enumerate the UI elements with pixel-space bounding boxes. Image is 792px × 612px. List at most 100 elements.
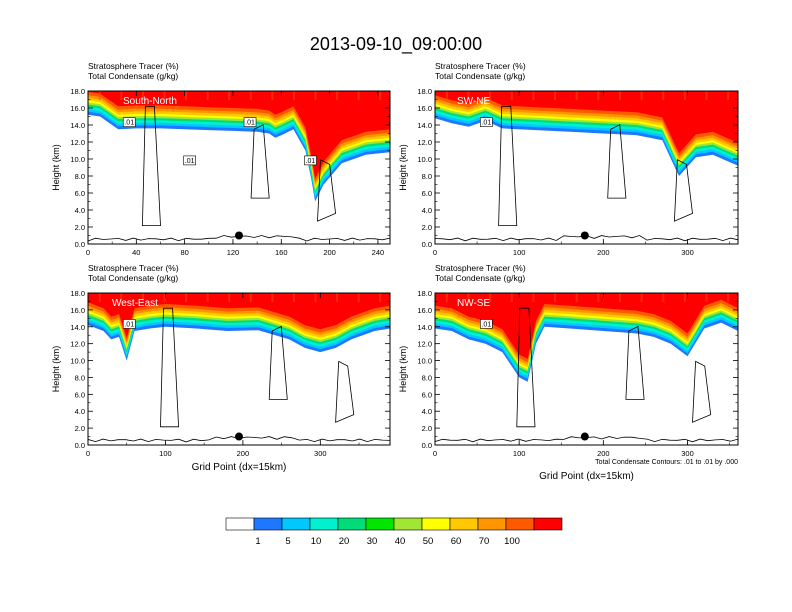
x-axis-label: Grid Point (dx=15km) — [539, 471, 634, 482]
colorbar-label: 20 — [339, 536, 350, 547]
y-tick-label: 4.0 — [75, 407, 85, 416]
contour-label: .01 — [245, 120, 255, 127]
x-tick-label: 240 — [372, 248, 385, 257]
contour-label: .01 — [185, 158, 195, 165]
left-string: Stratosphere Tracer (%) — [435, 263, 526, 273]
colorbar-box — [365, 517, 395, 531]
tracer-streak — [228, 91, 231, 101]
x-tick-label: 40 — [132, 248, 140, 257]
tracer-streak — [336, 293, 339, 303]
contour-label: .01 — [481, 120, 491, 127]
colorbar-label: 5 — [285, 536, 290, 547]
y-tick-label: 0.0 — [422, 441, 432, 450]
tracer-streak — [120, 293, 123, 303]
colorbar-label: 100 — [504, 536, 520, 547]
y-tick-label: 8.0 — [422, 172, 432, 181]
plot-area: .01 — [435, 91, 738, 244]
tracer-streak — [379, 293, 382, 303]
tracer-streak — [618, 293, 621, 303]
contour-label-box — [183, 155, 196, 166]
y-axis-label: Height (km) — [51, 346, 61, 393]
y-tick-label: 16.0 — [417, 306, 432, 315]
colorbar-label: 30 — [367, 536, 378, 547]
x-tick-label: 100 — [159, 449, 172, 458]
cross-section-center-marker — [235, 432, 243, 441]
tracer-streak — [120, 91, 123, 101]
x-tick-label: 0 — [86, 449, 90, 458]
tracer-streak — [271, 91, 274, 101]
colorbar-box — [505, 517, 535, 531]
tracer-streak — [727, 91, 730, 101]
y-tick-label: 18.0 — [70, 87, 85, 96]
left-string: Total Condensate (g/kg) — [435, 273, 525, 283]
tracer-streak — [597, 293, 600, 303]
y-tick-label: 8.0 — [75, 373, 85, 382]
y-tick-label: 10.0 — [70, 155, 85, 164]
tracer-streak — [489, 91, 492, 101]
colorbar-box — [281, 517, 311, 531]
tracer-streak — [271, 293, 274, 303]
x-tick-label: 200 — [597, 248, 610, 257]
tracer-streak — [662, 293, 665, 303]
tracer-streak — [510, 91, 513, 101]
tracer-streak — [379, 91, 382, 101]
tracer-streak — [640, 91, 643, 101]
y-tick-label: 10.0 — [70, 357, 85, 366]
x-tick-label: 100 — [513, 248, 526, 257]
tracer-streak — [575, 293, 578, 303]
tracer-streak — [357, 91, 360, 101]
colorbar-box — [533, 517, 563, 531]
tracer-streak — [640, 293, 643, 303]
y-tick-label: 10.0 — [417, 155, 432, 164]
tracer-streak — [618, 91, 621, 101]
contour-label-box — [122, 117, 136, 127]
contour-info-text: Total Condensate Contours: .01 to .01 by… — [595, 459, 738, 466]
x-tick-label: 100 — [513, 449, 526, 458]
y-tick-label: 16.0 — [70, 306, 85, 315]
panel-nw-se: .01 NW-SE 0.0 2.0 4.0 6.0 8.0 10.0 12.0 14.0 16.0 1… — [398, 263, 739, 482]
colorbar-label: 70 — [479, 536, 490, 547]
tracer-streak — [554, 293, 557, 303]
x-tick-label: 0 — [433, 449, 437, 458]
y-tick-label: 16.0 — [70, 104, 85, 113]
condensate-contour — [160, 307, 180, 428]
tracer-streak — [185, 293, 188, 303]
x-tick-label: 300 — [681, 248, 694, 257]
tracer-streak — [510, 293, 513, 303]
contour-label: .01 — [124, 321, 134, 328]
x-axis-label: Grid Point (dx=15km) — [192, 462, 287, 473]
panel-label: SW-NE — [457, 96, 490, 107]
colorbar-box — [337, 517, 367, 531]
x-tick-label: 200 — [323, 248, 336, 257]
y-tick-label: 16.0 — [417, 104, 432, 113]
tracer-streak — [445, 91, 448, 101]
y-tick-label: 12.0 — [417, 340, 432, 349]
x-tick-label: 300 — [314, 449, 327, 458]
tracer-streak — [467, 293, 470, 303]
tracer-streak — [683, 293, 686, 303]
y-tick-label: 0.0 — [75, 240, 85, 249]
tracer-streak — [727, 293, 730, 303]
tracer-streak — [336, 91, 339, 101]
main-title: 2013-09-10_09:00:00 — [310, 34, 482, 55]
tracer-streak — [683, 91, 686, 101]
y-tick-label: 14.0 — [70, 323, 85, 332]
tracer-streak — [532, 293, 535, 303]
colorbar-label: 40 — [395, 536, 406, 547]
contour-label-box — [243, 117, 257, 127]
colorbar-box — [393, 517, 423, 531]
left-string: Stratosphere Tracer (%) — [88, 263, 179, 273]
tracer-streak — [292, 91, 295, 101]
tracer-streak — [662, 91, 665, 101]
tracer-streak — [467, 91, 470, 101]
colorbar-box — [449, 517, 479, 531]
y-tick-label: 4.0 — [422, 206, 432, 215]
left-string: Total Condensate (g/kg) — [88, 273, 178, 283]
panel-label: South-North — [123, 96, 177, 107]
x-tick-label: 0 — [433, 248, 437, 257]
colorbar-label: 60 — [451, 536, 462, 547]
x-tick-label: 300 — [681, 449, 694, 458]
condensate-contour — [498, 105, 518, 226]
tracer-streak — [489, 293, 492, 303]
colorbar-box — [477, 517, 507, 531]
